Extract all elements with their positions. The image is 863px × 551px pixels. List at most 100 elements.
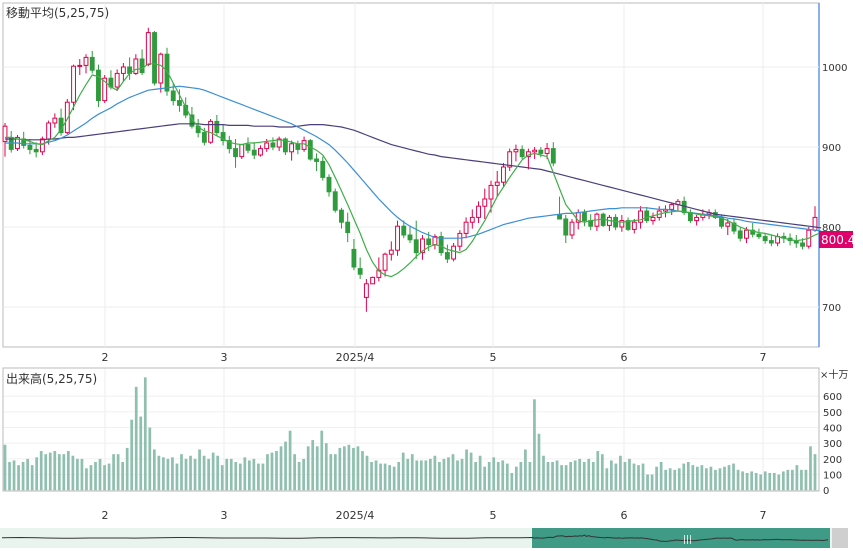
volume-bar bbox=[388, 465, 391, 491]
volume-panel-frame bbox=[2, 367, 820, 492]
volume-bar bbox=[248, 460, 251, 491]
volume-bar bbox=[695, 466, 699, 491]
volume-bar bbox=[343, 446, 346, 491]
navigator-selection[interactable] bbox=[532, 528, 830, 548]
volume-bar bbox=[207, 458, 210, 491]
candle-body bbox=[532, 149, 538, 153]
volume-bar bbox=[243, 457, 247, 491]
volume-bar bbox=[315, 446, 319, 491]
candle-body bbox=[513, 148, 519, 153]
last-price-badge: 800.4 bbox=[819, 231, 855, 248]
candle-body bbox=[750, 229, 756, 235]
candle-body bbox=[557, 214, 562, 220]
candle-body bbox=[613, 216, 619, 228]
candle-body bbox=[582, 212, 587, 222]
navigator[interactable]: ||| bbox=[0, 528, 848, 548]
last-price-value: 800.4 bbox=[821, 233, 855, 247]
volume-bar bbox=[795, 465, 799, 491]
volume-bar bbox=[619, 455, 622, 491]
candle-body bbox=[694, 216, 700, 222]
candle-body bbox=[276, 138, 282, 148]
volume-bar bbox=[166, 458, 170, 491]
volume-bar bbox=[763, 471, 767, 491]
candle-body bbox=[21, 138, 27, 146]
volume-bar bbox=[605, 468, 609, 491]
volume-bar bbox=[252, 458, 256, 491]
volume-bar bbox=[668, 468, 672, 491]
volume-bar bbox=[591, 462, 595, 491]
volume-bar bbox=[600, 454, 604, 491]
volume-bar bbox=[460, 458, 464, 491]
candle-body bbox=[768, 240, 774, 244]
candle-body bbox=[239, 144, 245, 158]
volume-bar bbox=[533, 399, 536, 491]
volume-bar bbox=[474, 462, 477, 491]
volume-bar bbox=[673, 469, 677, 491]
candle-body bbox=[482, 198, 488, 207]
volume-bar bbox=[279, 446, 283, 491]
candle-body bbox=[638, 210, 643, 223]
volume-bar bbox=[12, 460, 16, 491]
volume-bar bbox=[478, 455, 482, 491]
volume-bar bbox=[528, 462, 532, 491]
candle-body bbox=[519, 148, 525, 158]
volume-bar bbox=[347, 444, 351, 491]
volume-bar bbox=[438, 462, 441, 491]
volume-bar bbox=[632, 463, 636, 491]
candle-body bbox=[395, 225, 400, 251]
candle-body bbox=[438, 236, 444, 254]
ma5-line bbox=[5, 63, 822, 278]
volume-bar bbox=[564, 465, 568, 491]
candle-body bbox=[139, 58, 145, 74]
volume-bar bbox=[401, 452, 405, 491]
candle-body bbox=[307, 140, 313, 160]
candle-body bbox=[494, 181, 500, 186]
volume-bar bbox=[759, 474, 763, 491]
volume-bar bbox=[723, 466, 726, 491]
volume-bar bbox=[134, 386, 138, 491]
volume-bar bbox=[143, 377, 147, 491]
candle-body bbox=[282, 138, 288, 153]
candle-body bbox=[756, 233, 762, 238]
volume-bar bbox=[293, 454, 296, 491]
candle-body bbox=[52, 117, 58, 124]
navigator-grip-icon[interactable]: ||| bbox=[683, 535, 692, 545]
volume-bar bbox=[637, 465, 640, 491]
candle-body bbox=[158, 53, 164, 84]
candle-body bbox=[569, 221, 575, 236]
volume-bar bbox=[383, 463, 387, 491]
volume-bar bbox=[727, 465, 731, 491]
volume-bar bbox=[3, 444, 7, 491]
moving-average-lines[interactable] bbox=[5, 63, 822, 278]
volume-bar bbox=[614, 463, 618, 491]
volume-bar bbox=[225, 458, 229, 491]
volume-bar bbox=[107, 463, 111, 491]
y-tick-label: 800 bbox=[822, 223, 841, 234]
candle-body bbox=[420, 238, 425, 254]
volume-bar bbox=[741, 471, 744, 491]
volume-bar bbox=[171, 457, 174, 491]
volume-bar bbox=[628, 458, 631, 491]
volume-bar bbox=[48, 452, 52, 491]
candle-body bbox=[800, 242, 805, 247]
candle-body bbox=[687, 212, 693, 222]
volume-bar bbox=[30, 465, 34, 491]
candle-body bbox=[451, 245, 457, 260]
candle-body bbox=[251, 149, 257, 156]
candle-body bbox=[669, 204, 675, 210]
volume-bar-series[interactable] bbox=[3, 377, 817, 491]
volume-bar bbox=[306, 446, 310, 491]
volume-bar bbox=[234, 462, 238, 491]
volume-unit-label: ×十万 bbox=[820, 368, 848, 381]
x-tick-label: 3 bbox=[221, 509, 228, 522]
volume-bar bbox=[714, 469, 717, 491]
volume-bar bbox=[791, 469, 794, 491]
volume-bar bbox=[718, 468, 722, 491]
candle-body bbox=[71, 65, 76, 103]
volume-bar bbox=[198, 449, 201, 491]
navigator-scroll-handle[interactable] bbox=[832, 528, 848, 548]
candle-body bbox=[120, 66, 126, 74]
candle-body bbox=[631, 221, 637, 230]
x-tick-label: 2 bbox=[102, 351, 109, 364]
volume-bar bbox=[781, 471, 785, 491]
